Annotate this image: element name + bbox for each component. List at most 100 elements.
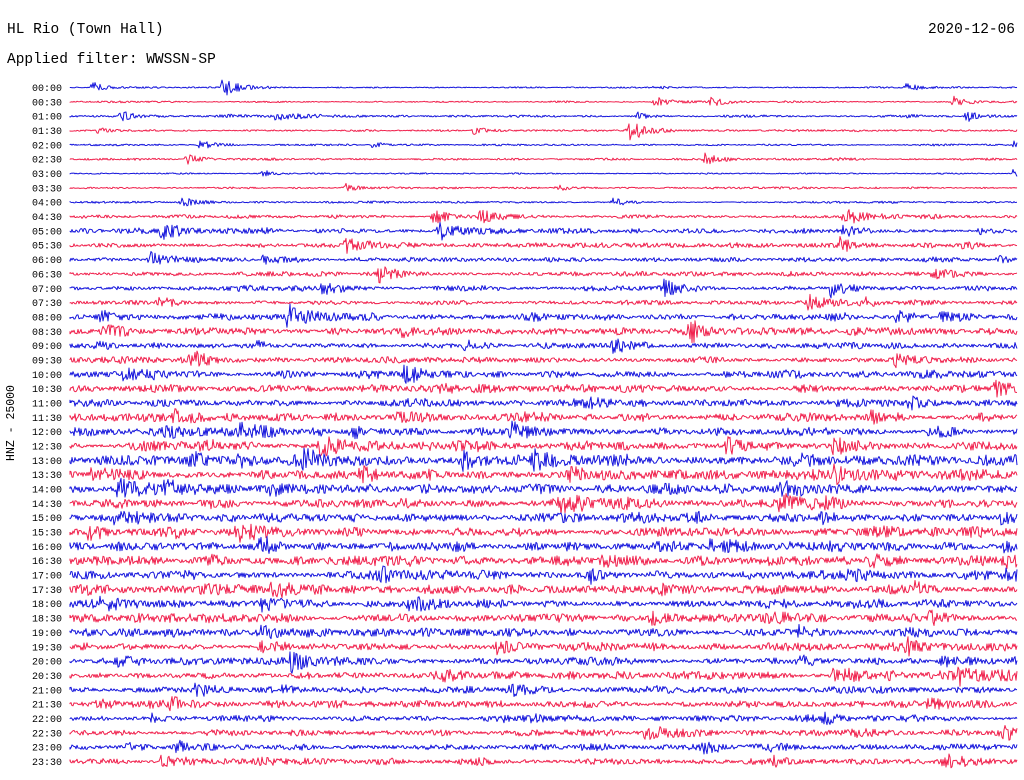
time-tick-label: 14:00: [32, 486, 62, 497]
trace-10-00: [69, 364, 1018, 384]
time-tick-label: 22:00: [32, 715, 62, 726]
time-tick-label: 21:30: [32, 701, 62, 712]
time-tick-label: 02:30: [32, 156, 62, 167]
trace-09-00: [69, 338, 1018, 354]
time-tick-label: 23:00: [32, 744, 62, 755]
trace-03-30: [69, 182, 1018, 192]
time-tick-label: 09:30: [32, 356, 62, 367]
trace-05-30: [69, 236, 1018, 254]
trace-01-00: [69, 111, 1018, 122]
time-tick-label: 03:30: [32, 184, 62, 195]
trace-10-30: [69, 379, 1018, 398]
time-tick-label: 06:30: [32, 270, 62, 281]
trace-22-30: [69, 724, 1018, 741]
trace-18-30: [69, 609, 1018, 627]
trace-01-30: [69, 123, 1018, 141]
time-tick-label: 11:30: [32, 414, 62, 425]
trace-11-00: [69, 395, 1018, 411]
trace-19-30: [69, 636, 1018, 657]
time-tick-label: 23:30: [32, 758, 62, 769]
trace-14-30: [69, 493, 1018, 515]
trace-07-30: [69, 293, 1018, 311]
trace-23-30: [69, 753, 1018, 769]
trace-14-00: [69, 477, 1018, 498]
trace-11-30: [69, 408, 1018, 425]
time-tick-label: 16:00: [32, 543, 62, 554]
time-tick-label: 05:00: [32, 227, 62, 238]
time-tick-label: 08:30: [32, 328, 62, 339]
trace-05-00: [69, 221, 1018, 241]
time-tick-label: 03:00: [32, 170, 62, 181]
trace-15-30: [69, 523, 1018, 543]
time-tick-label: 02:00: [32, 141, 62, 152]
filter-label: Applied filter: WWSSN-SP: [7, 52, 216, 68]
time-tick-label: 21:00: [32, 686, 62, 697]
time-tick-label: 18:00: [32, 600, 62, 611]
trace-17-30: [69, 579, 1018, 599]
trace-00-00: [69, 79, 1018, 96]
trace-09-30: [69, 350, 1018, 369]
time-tick-label: 19:30: [32, 643, 62, 654]
station-title: HL Rio (Town Hall): [7, 22, 164, 38]
time-tick-label: 07:00: [32, 285, 62, 296]
time-tick-label: 04:00: [32, 199, 62, 210]
date-label: 2020-12-06: [927, 22, 1015, 38]
trace-20-00: [69, 651, 1018, 674]
trace-13-30: [69, 463, 1018, 486]
time-tick-label: 00:30: [32, 98, 62, 109]
time-tick-label: 22:30: [32, 729, 62, 740]
time-tick-label: 10:00: [32, 371, 62, 382]
trace-22-00: [69, 711, 1018, 726]
time-tick-label: 05:30: [32, 242, 62, 253]
time-tick-label: 10:30: [32, 385, 62, 396]
trace-19-00: [69, 623, 1018, 640]
time-tick-label: 17:00: [32, 572, 62, 583]
trace-16-00: [69, 536, 1018, 554]
trace-04-00: [69, 197, 1018, 207]
y-axis-label: HNZ - 25000: [5, 385, 18, 461]
time-tick-label: 07:30: [32, 299, 62, 310]
trace-06-00: [69, 251, 1018, 265]
trace-02-00: [69, 140, 1018, 149]
trace-03-00: [69, 168, 1018, 177]
time-tick-label: 19:00: [32, 629, 62, 640]
trace-12-00: [69, 420, 1018, 440]
time-tick-label: 12:00: [32, 428, 62, 439]
trace-12-30: [69, 436, 1018, 457]
time-tick-label: 01:00: [32, 113, 62, 124]
time-tick-label: 16:30: [32, 557, 62, 568]
time-tick-label: 09:00: [32, 342, 62, 353]
time-tick-label: 20:30: [32, 672, 62, 683]
trace-13-00: [69, 447, 1018, 472]
trace-20-30: [69, 666, 1018, 687]
time-tick-label: 00:00: [32, 84, 62, 95]
time-tick-label: 04:30: [32, 213, 62, 224]
trace-04-30: [69, 209, 1018, 224]
trace-16-30: [69, 553, 1018, 569]
trace-02-30: [69, 152, 1018, 165]
trace-06-30: [69, 266, 1018, 284]
time-tick-label: 13:00: [32, 457, 62, 468]
trace-15-00: [69, 510, 1018, 526]
time-tick-label: 11:00: [32, 399, 62, 410]
time-tick-label: 01:30: [32, 127, 62, 138]
trace-07-00: [69, 278, 1018, 299]
time-tick-label: 17:30: [32, 586, 62, 597]
trace-21-00: [69, 682, 1018, 697]
time-tick-label: 14:30: [32, 500, 62, 511]
time-tick-label: 15:30: [32, 529, 62, 540]
time-tick-label: 18:30: [32, 615, 62, 626]
time-tick-label: 20:00: [32, 658, 62, 669]
time-tick-label: 06:00: [32, 256, 62, 267]
trace-18-00: [69, 595, 1018, 613]
trace-00-30: [69, 95, 1018, 106]
trace-23-00: [69, 739, 1018, 755]
time-tick-label: 15:00: [32, 514, 62, 525]
trace-08-00: [69, 303, 1018, 328]
trace-17-00: [69, 565, 1018, 585]
time-tick-label: 13:30: [32, 471, 62, 482]
trace-21-30: [69, 696, 1018, 712]
time-tick-label: 12:30: [32, 443, 62, 454]
time-tick-label: 08:00: [32, 313, 62, 324]
